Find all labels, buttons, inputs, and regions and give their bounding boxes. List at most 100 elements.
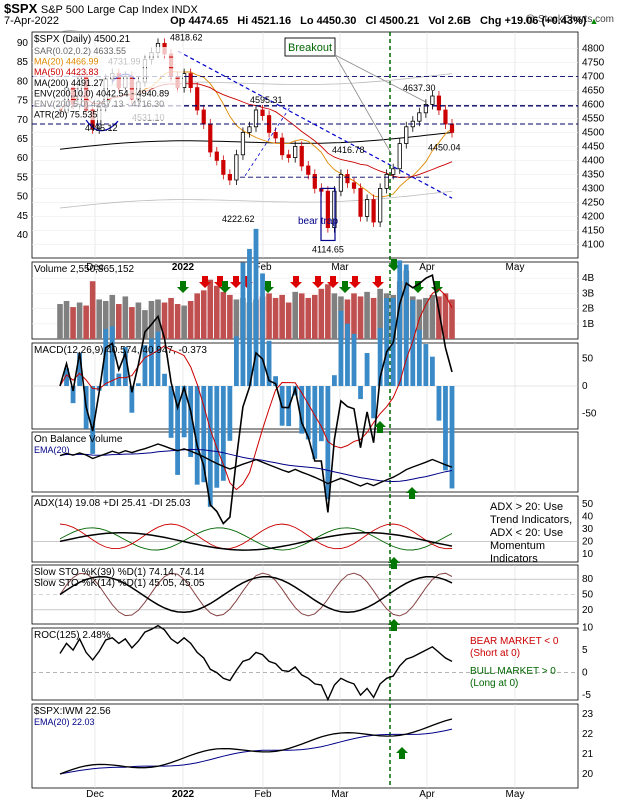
- breakout-pointer: [334, 54, 393, 155]
- candle-body: [325, 190, 330, 228]
- volume-bar: [233, 299, 240, 339]
- high-value: Hi 4521.16: [237, 15, 292, 27]
- macd-histogram-bar: [142, 345, 148, 386]
- candle-body: [338, 173, 344, 192]
- ratio-y-tick: 22: [582, 729, 594, 740]
- ratio-y-tick: 23: [582, 709, 594, 720]
- price-legend-entry: SAR(0.02,0.2) 4633.55: [34, 46, 126, 56]
- macd-histogram-bar: [175, 386, 180, 475]
- macd-histogram-bar: [325, 386, 331, 500]
- volume-bar: [377, 288, 383, 339]
- volume-bar: [442, 293, 449, 339]
- volume-bar: [116, 304, 122, 339]
- macd-histogram-bar: [220, 386, 226, 481]
- volume-bar: [155, 299, 161, 339]
- volume-bar: [83, 305, 89, 339]
- sto-y-tick: 20: [582, 605, 594, 616]
- price-y-tick: 4800: [582, 43, 605, 54]
- atr-y-tick: 70: [17, 115, 29, 126]
- macd-histogram-bar: [188, 386, 194, 457]
- macd-histogram-bar: [77, 352, 82, 386]
- price-y-tick: 4500: [582, 127, 605, 138]
- volume-bar: [449, 299, 455, 339]
- month-label-bottom: 2022: [172, 789, 195, 800]
- macd-histogram-bar: [168, 386, 174, 438]
- adx-note-line: Momentum: [490, 540, 545, 552]
- legend-backdrop: [33, 110, 183, 121]
- candle-body: [240, 131, 246, 156]
- candle-body: [227, 173, 232, 181]
- open-value: Op 4474.65: [170, 15, 229, 27]
- volume-value: Vol 2.6B: [428, 15, 471, 27]
- volume-bar: [364, 291, 370, 339]
- month-label: Apr: [419, 262, 435, 273]
- candle-body: [364, 199, 370, 217]
- volume-bar: [161, 302, 168, 339]
- envelope-upper-line: [59, 30, 79, 32]
- breakout-callout-box: [284, 37, 336, 57]
- macd-histogram-bar: [247, 248, 252, 386]
- legend-backdrop: [33, 68, 183, 78]
- watermark: @ StockCharts.com: [524, 14, 614, 25]
- volume-bar: [181, 305, 187, 339]
- downtrend-line: [177, 50, 453, 199]
- bear-trap-box: [320, 187, 336, 242]
- volume-bar: [122, 296, 129, 339]
- down-arrow-icon: [290, 276, 302, 288]
- sto14-line: [59, 572, 453, 617]
- candle-body: [371, 199, 376, 223]
- down-arrow-icon: [199, 276, 211, 288]
- volume-bar: [266, 293, 272, 339]
- atr-y-tick: 50: [17, 192, 29, 203]
- candle-body: [214, 151, 219, 161]
- adx-y-tick: 10: [582, 549, 594, 560]
- price-y-tick: 4600: [582, 99, 605, 110]
- macd-histogram-bar: [253, 228, 259, 386]
- volume-bar: [429, 294, 436, 339]
- macd-histogram-bar: [227, 386, 233, 441]
- bull-market-note: (Long at 0): [470, 678, 518, 689]
- volume-bar: [272, 297, 279, 339]
- price-label: 4595.31: [250, 95, 283, 105]
- volume-y-tick: 2B: [582, 304, 595, 315]
- down-arrow-icon: [262, 281, 274, 293]
- month-label: Feb: [254, 262, 272, 273]
- macd-histogram-bar: [162, 373, 167, 386]
- macd-histogram-bar: [351, 333, 357, 386]
- month-label: Mar: [331, 262, 349, 273]
- sto-y-tick: 80: [582, 574, 594, 585]
- candle-body: [201, 109, 206, 125]
- price-panel-title: $SPX (Daily) 4500.21: [34, 34, 131, 45]
- candle-body: [208, 123, 213, 153]
- macd-histogram-bar: [201, 386, 207, 483]
- month-label: May: [506, 262, 525, 273]
- volume-y-tick: 3B: [582, 288, 595, 299]
- price-y-tick: 4400: [582, 155, 605, 166]
- candle-body: [306, 165, 311, 175]
- down-arrow-icon: [327, 276, 339, 288]
- volume-y-tick: 4B: [582, 273, 595, 284]
- macd-histogram-bar: [443, 386, 448, 471]
- roc-line: [59, 624, 453, 702]
- volume-y-tick: 1B: [582, 319, 595, 330]
- symbol-text: $SPX: [4, 1, 38, 16]
- candle-body: [423, 104, 428, 114]
- volume-bar: [351, 293, 357, 339]
- volume-bar: [312, 294, 318, 339]
- volume-bar: [168, 297, 174, 339]
- adx-panel-title: ADX(14) 19.08 +DI 25.41 -DI 25.03: [34, 498, 191, 509]
- ma200-line: [59, 132, 453, 150]
- price-y-tick: 4300: [582, 183, 605, 194]
- down-arrow-icon: [412, 281, 424, 293]
- macd-histogram-bar: [371, 386, 376, 419]
- macd-histogram-bar: [70, 386, 76, 404]
- down-arrow-icon: [219, 281, 231, 293]
- macd-histogram-bar: [103, 328, 109, 386]
- obv-panel-title: On Balance Volume: [34, 434, 123, 445]
- adx-y-tick: 20: [582, 536, 594, 547]
- macd-histogram-bar: [397, 260, 403, 386]
- month-label-bottom: May: [506, 789, 525, 800]
- chart-symbol: $SPX S&P 500 Large Cap Index INDX: [4, 1, 198, 16]
- volume-bar: [63, 300, 70, 339]
- bear-market-note: BEAR MARKET < 0: [470, 636, 559, 647]
